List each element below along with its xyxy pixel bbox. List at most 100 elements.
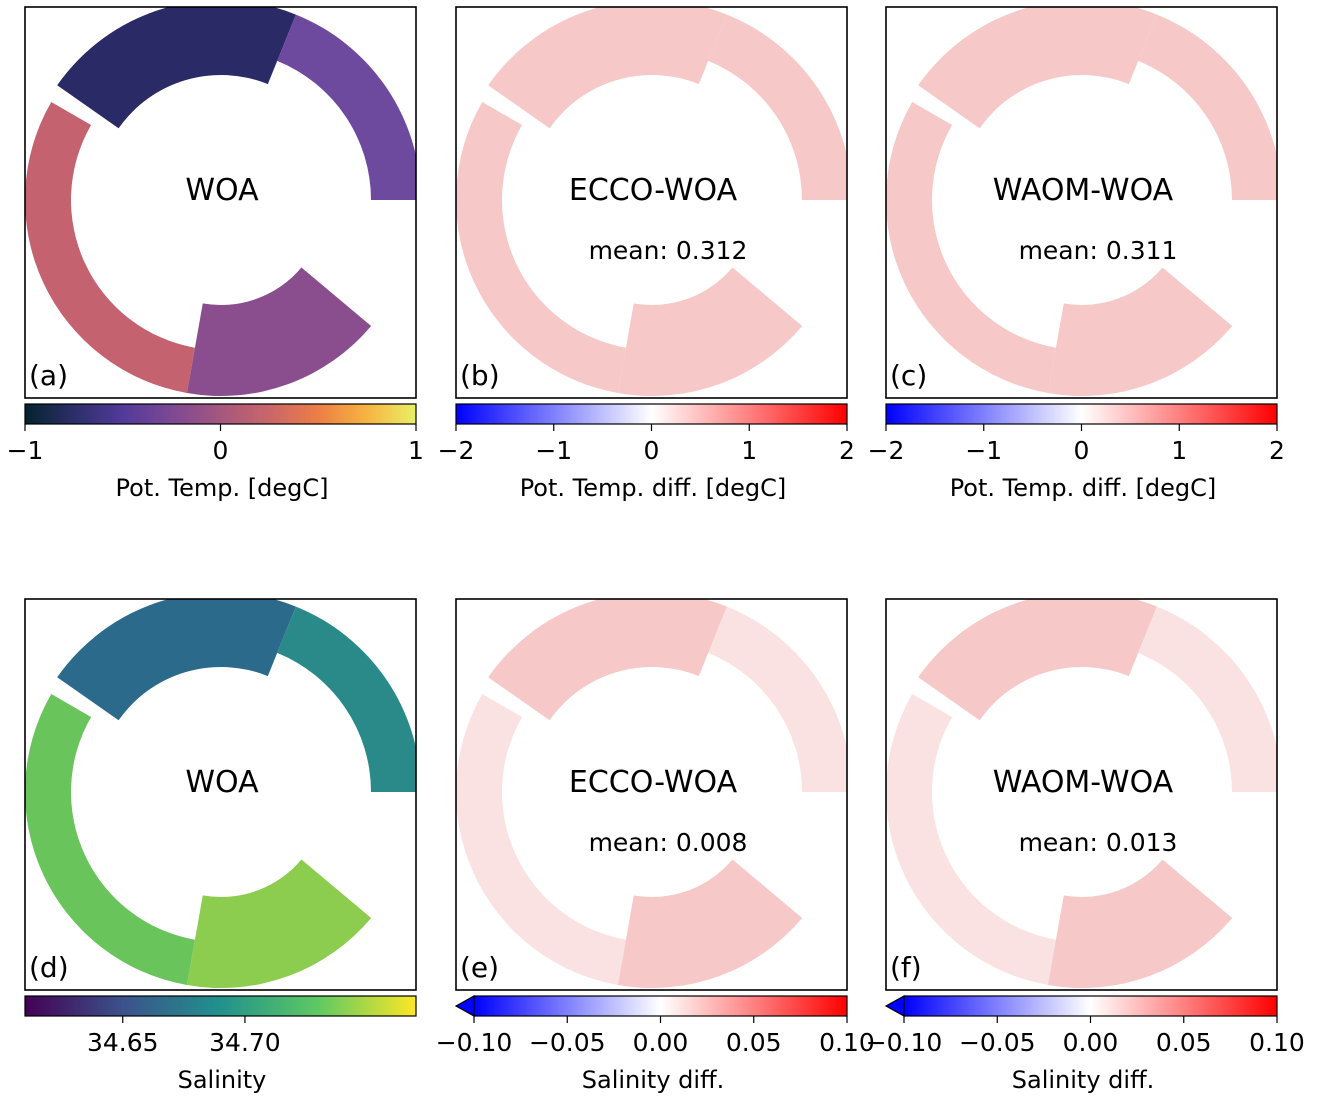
sector-east xyxy=(277,606,416,792)
axes-frame xyxy=(24,598,417,991)
sector-south xyxy=(617,267,803,397)
ocean-field xyxy=(456,7,847,397)
colorbar: −0.10 −0.05 0.00 0.05 0.10 Salinity diff. xyxy=(436,994,875,1094)
panel-mean: mean: 0.311 xyxy=(1019,236,1178,265)
sector-south xyxy=(1047,859,1233,988)
colorbar-bar xyxy=(885,403,1278,425)
panel-mean: mean: 0.008 xyxy=(589,828,748,857)
colorbar-tick-label: 34.70 xyxy=(209,1028,281,1057)
sector-south xyxy=(186,267,372,396)
panel-c: WAOM-WOA mean: 0.311 (c) −2 −1 0 1 2 Pot. Temp. … xyxy=(868,6,1285,502)
sector-east xyxy=(708,606,847,792)
ocean-field xyxy=(25,599,416,988)
axes-frame xyxy=(455,6,848,399)
colorbar-tick-label: 0.05 xyxy=(1156,1028,1212,1057)
ocean-field xyxy=(25,7,416,396)
sector-south xyxy=(186,859,372,988)
colorbar: −2 −1 0 1 2 Pot. Temp. diff. [degC] xyxy=(438,403,855,502)
colorbar-label: Salinity xyxy=(178,1066,267,1094)
axes-frame xyxy=(455,598,848,991)
panel-title: WOA xyxy=(185,765,259,800)
panel-b: ECCO-WOA mean: 0.312 (b) −2 −1 0 1 2 Pot. Temp. … xyxy=(438,6,855,502)
colorbar-label: Pot. Temp. diff. [degC] xyxy=(520,474,787,502)
sector-north xyxy=(918,599,1157,721)
panel-title: WAOM-WOA xyxy=(993,765,1174,800)
sector-east xyxy=(708,14,847,200)
colorbar-bar xyxy=(473,995,848,1017)
colorbar-tick-label: 0.10 xyxy=(819,1028,875,1057)
sector-west xyxy=(25,694,195,986)
colorbar-tick-label: −0.05 xyxy=(959,1028,1036,1057)
sector-west xyxy=(25,102,195,394)
colorbar-tick-label: −1 xyxy=(965,436,1002,465)
sector-north xyxy=(488,7,727,129)
sector-east xyxy=(277,14,416,200)
panel-letter: (c) xyxy=(890,359,927,392)
panel-letter: (d) xyxy=(29,951,69,984)
colorbar-tick-label: 1 xyxy=(1171,436,1187,465)
colorbar-tick-label: 0.05 xyxy=(726,1028,782,1057)
colorbar: −1 0 1 Pot. Temp. [degC] xyxy=(7,403,424,502)
colorbar-tick-label: 0 xyxy=(213,436,229,465)
colorbar: −2 −1 0 1 2 Pot. Temp. diff. [degC] xyxy=(868,403,1285,502)
sector-north xyxy=(488,599,727,721)
ocean-field xyxy=(456,599,847,989)
colorbar-tick-label: −1 xyxy=(535,436,572,465)
sector-south xyxy=(617,859,803,989)
colorbar-tick-label: −2 xyxy=(868,436,905,465)
colorbar-tick-label: −0.10 xyxy=(866,1028,943,1057)
axes-frame xyxy=(24,6,417,399)
colorbar-tick-label: 0.00 xyxy=(1063,1028,1119,1057)
colorbar: 34.65 34.70 Salinity xyxy=(24,995,417,1094)
panel-letter: (a) xyxy=(29,359,68,392)
sector-west xyxy=(456,694,626,986)
colorbar-bar xyxy=(903,995,1278,1017)
colorbar-label: Salinity diff. xyxy=(582,1066,724,1094)
colorbar-tick-label: 0 xyxy=(1074,436,1090,465)
colorbar-tick-label: −0.05 xyxy=(529,1028,606,1057)
colorbar-bar xyxy=(24,995,417,1017)
panel-mean: mean: 0.013 xyxy=(1019,828,1178,857)
ocean-field xyxy=(886,599,1277,988)
panel-letter: (e) xyxy=(460,951,499,984)
axes-frame xyxy=(885,598,1278,991)
colorbar-tick-label: 1 xyxy=(408,436,424,465)
colorbar-tick-label: −2 xyxy=(438,436,475,465)
colorbar-label: Salinity diff. xyxy=(1012,1066,1154,1094)
panel-title: ECCO-WOA xyxy=(569,173,738,208)
sector-north xyxy=(918,7,1157,129)
panel-a: WOA (a) −1 0 1 Pot. Temp. [degC] xyxy=(7,6,424,502)
sector-west xyxy=(886,694,1056,986)
sector-east xyxy=(1138,14,1277,200)
axes-frame xyxy=(885,6,1278,399)
colorbar-label: Pot. Temp. [degC] xyxy=(116,474,329,502)
sector-west xyxy=(886,102,1056,394)
colorbar-tick-label: 0 xyxy=(644,436,660,465)
colorbar-extend xyxy=(884,994,905,1018)
sector-east xyxy=(1138,606,1277,792)
colorbar-tick-label: 2 xyxy=(839,436,855,465)
colorbar-tick-label: 34.65 xyxy=(87,1028,159,1057)
panel-letter: (f) xyxy=(890,951,922,984)
colorbar: −0.10 −0.05 0.00 0.05 0.10 Salinity diff. xyxy=(866,994,1305,1094)
panel-title: WAOM-WOA xyxy=(993,173,1174,208)
sector-north xyxy=(57,7,296,129)
colorbar-tick-label: 0.00 xyxy=(633,1028,689,1057)
panel-d: WOA (d) 34.65 34.70 Salinity xyxy=(24,598,417,1094)
colorbar-tick-label: 2 xyxy=(1269,436,1285,465)
sector-south xyxy=(1047,267,1233,396)
sector-west xyxy=(456,102,626,394)
panel-letter: (b) xyxy=(460,359,500,392)
colorbar-tick-label: 1 xyxy=(741,436,757,465)
panel-e: ECCO-WOA mean: 0.008 (e) −0.10 −0.05 0.00 0.05… xyxy=(436,598,875,1094)
panel-title: ECCO-WOA xyxy=(569,765,738,800)
colorbar-bar xyxy=(455,403,848,425)
colorbar-tick-label: −0.10 xyxy=(436,1028,513,1057)
ocean-field xyxy=(886,7,1277,396)
colorbar-extend xyxy=(454,994,475,1018)
panel-mean: mean: 0.312 xyxy=(589,236,748,265)
colorbar-label: Pot. Temp. diff. [degC] xyxy=(950,474,1217,502)
colorbar-tick-label: 0.10 xyxy=(1249,1028,1305,1057)
panel-title: WOA xyxy=(185,173,259,208)
